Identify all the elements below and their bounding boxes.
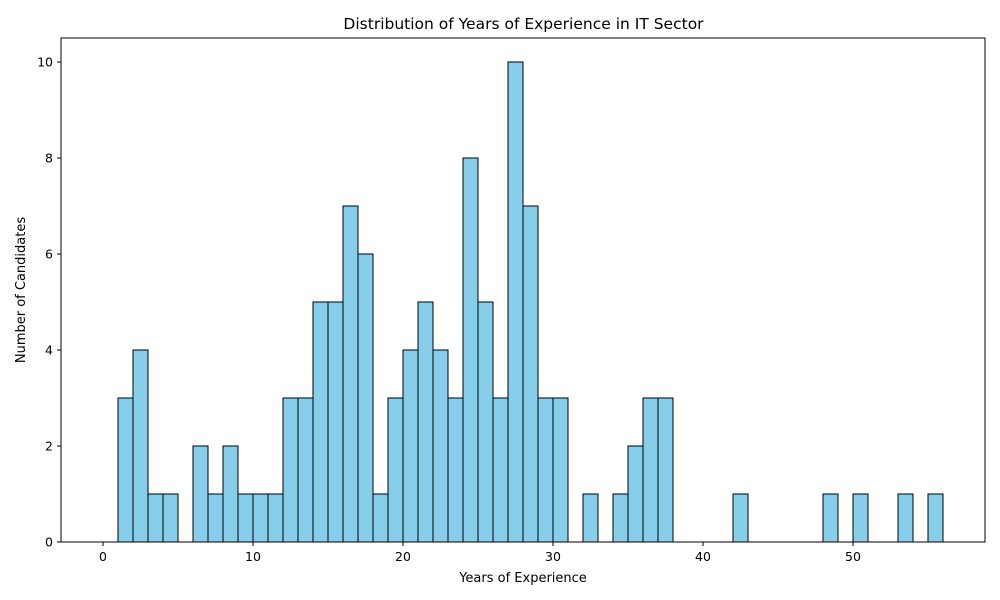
histogram-bar — [132, 349, 149, 543]
histogram-bar — [192, 445, 209, 543]
histogram-bar — [732, 493, 749, 543]
histogram-bar — [822, 493, 839, 543]
x-tick-label: 0 — [99, 549, 107, 564]
y-tick-label: 4 — [45, 343, 53, 358]
histogram-bar — [657, 397, 674, 543]
histogram-bar — [582, 493, 599, 543]
histogram-bar — [627, 445, 644, 543]
histogram-bar — [357, 253, 374, 543]
histogram-bar — [492, 397, 509, 543]
histogram-bar — [147, 493, 164, 543]
histogram-bar — [267, 493, 284, 543]
histogram-bar — [462, 157, 479, 543]
histogram-bar — [897, 493, 914, 543]
histogram-bar — [852, 493, 869, 543]
y-tick-label: 0 — [45, 535, 53, 550]
histogram-bar — [237, 493, 254, 543]
histogram-bar — [507, 61, 524, 543]
histogram-bar — [342, 205, 359, 543]
y-tick-label: 6 — [45, 247, 53, 262]
histogram-bar — [402, 349, 419, 543]
histogram-bar — [222, 445, 239, 543]
histogram-bar — [297, 397, 314, 543]
chart-title: Distribution of Years of Experience in I… — [343, 15, 704, 33]
histogram-bar — [327, 301, 344, 543]
histogram-bar — [387, 397, 404, 543]
bars-group — [117, 61, 944, 543]
histogram-bar — [477, 301, 494, 543]
histogram-bar — [207, 493, 224, 543]
x-tick-label: 20 — [395, 549, 411, 564]
histogram-bar — [162, 493, 179, 543]
histogram-bar — [642, 397, 659, 543]
histogram-bar — [372, 493, 389, 543]
histogram-bar — [522, 205, 539, 543]
histogram-bar — [927, 493, 944, 543]
x-tick-label: 50 — [845, 549, 861, 564]
histogram-bar — [447, 397, 464, 543]
histogram-bar — [612, 493, 629, 543]
x-axis-ticks: 0 10 20 30 40 50 — [99, 542, 861, 564]
y-axis-label: Number of Candidates — [14, 217, 29, 363]
y-tick-label: 10 — [37, 55, 53, 70]
y-axis-ticks: 0 2 4 6 8 10 — [37, 55, 61, 550]
histogram-bar — [117, 397, 134, 543]
histogram-bar — [537, 397, 554, 543]
histogram-bar — [312, 301, 329, 543]
x-tick-label: 10 — [245, 549, 261, 564]
histogram-bar — [282, 397, 299, 543]
y-tick-label: 8 — [45, 151, 53, 166]
x-tick-label: 30 — [545, 549, 561, 564]
histogram-bar — [552, 397, 569, 543]
y-tick-label: 2 — [45, 439, 53, 454]
histogram-bar — [432, 349, 449, 543]
histogram-bar — [417, 301, 434, 543]
x-axis-label: Years of Experience — [458, 571, 587, 586]
histogram-bar — [252, 493, 269, 543]
x-tick-label: 40 — [695, 549, 711, 564]
plot-frame — [60, 37, 986, 543]
